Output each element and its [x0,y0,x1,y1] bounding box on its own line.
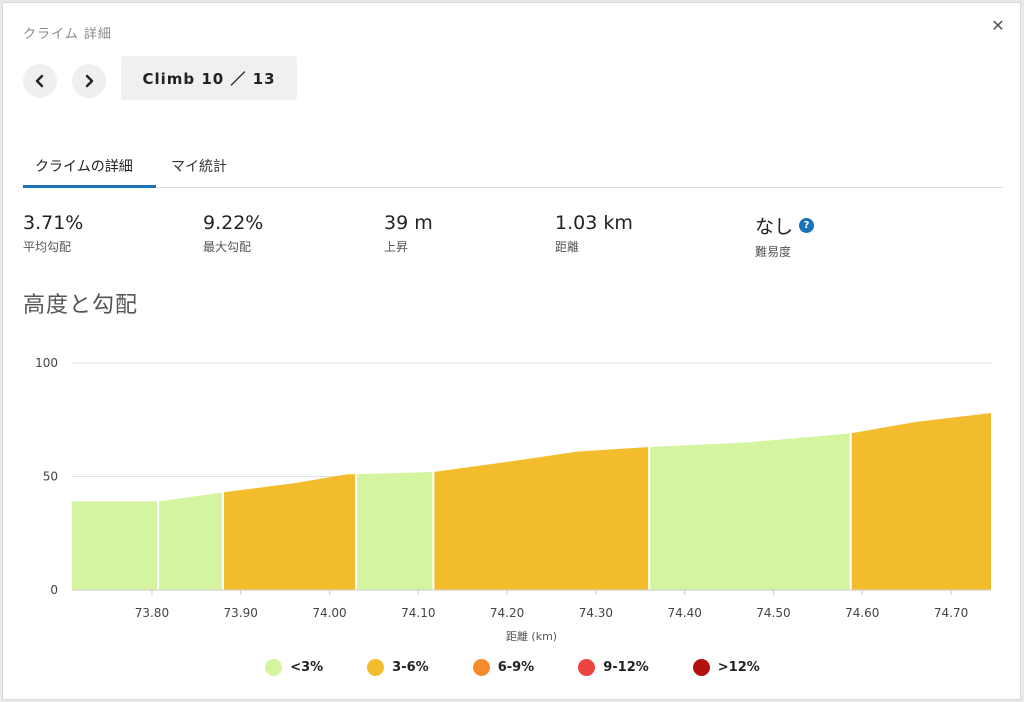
legend-label: 6-9% [497,660,535,675]
legend-item[interactable]: >12% [692,659,760,676]
grade-segment [72,501,159,590]
chevron-left-icon [35,74,44,88]
legend-swatch [367,659,385,676]
stat-value: なし [755,216,794,238]
legend-swatch [578,659,596,676]
close-button[interactable]: ✕ [988,15,1008,35]
x-tick-label: 74.30 [579,606,613,620]
legend-label: 9-12% [603,660,649,675]
stat-value: 39 m [384,212,433,234]
section-title-elevation-grade: 高度と勾配 [23,293,139,318]
legend-item[interactable]: 9-12% [578,659,649,676]
stat-label: 距離 [555,240,580,254]
stat-average-grade: 3.71% 平均勾配 [23,212,83,255]
stat-label: 上昇 [384,240,409,254]
stat-elevation-gain: 39 m 上昇 [384,212,433,255]
dialog-title: クライム 詳細 [23,27,112,42]
x-tick-label: 74.10 [401,606,435,620]
stat-value: 9.22% [203,212,264,234]
y-tick-label: 100 [35,356,58,370]
previous-climb-button[interactable] [23,64,57,98]
stat-max-grade: 9.22% 最大勾配 [203,212,263,255]
stat-label: 最大勾配 [203,240,252,254]
grade-segment [222,474,357,590]
grade-legend: <3% 3-6% 6-9% 9-12% >12% [3,659,1022,676]
legend-item[interactable]: 6-9% [472,659,535,676]
x-tick-label: 74.00 [312,606,346,620]
close-icon: ✕ [991,15,1005,35]
stat-difficulty: なし ? 難易度 [755,212,815,260]
legend-item[interactable]: 3-6% [367,659,429,676]
legend-item[interactable]: <3% [265,659,323,676]
stat-value: 3.71% [23,212,84,234]
next-climb-button[interactable] [72,64,106,98]
x-tick-label: 74.40 [667,606,701,620]
x-tick-label: 74.20 [490,606,524,620]
legend-label: >12% [717,660,760,675]
stat-value: 1.03 km [555,212,633,234]
elevation-grade-chart: 0 50 100 73.80 73.90 74.00 74.10 74.20 74.30 74.4… [35,356,991,643]
climb-counter: Climb 10 ／ 13 [121,56,297,100]
grade-segment [356,471,434,590]
x-tick-label: 74.50 [756,606,790,620]
legend-label: <3% [290,660,324,675]
grade-segment [649,433,851,590]
x-tick-label: 73.90 [224,606,258,620]
stat-label: 平均勾配 [23,240,72,254]
active-tab-indicator [23,185,156,188]
tab-climb-details[interactable]: クライムの詳細 [35,159,133,175]
x-axis-label: 距離 (km) [506,629,557,643]
chevron-right-icon [85,74,94,88]
stat-distance: 1.03 km 距離 [555,212,633,255]
stat-label: 難易度 [755,245,792,259]
tab-my-stats[interactable]: マイ統計 [171,159,227,175]
y-tick-label: 0 [50,583,58,597]
y-tick-label: 50 [43,470,58,484]
grade-segment [433,446,650,590]
grade-segment [158,492,223,590]
legend-swatch [472,659,490,676]
grade-segment [850,412,991,590]
help-icon[interactable]: ? [799,218,815,233]
x-tick-label: 74.70 [934,606,968,620]
tab-bar: クライムの詳細 マイ統計 [23,143,1003,188]
legend-swatch [692,659,710,676]
x-tick-label: 73.80 [135,606,169,620]
legend-label: 3-6% [392,660,429,675]
x-tick-label: 74.60 [845,606,879,620]
legend-swatch [265,659,283,676]
